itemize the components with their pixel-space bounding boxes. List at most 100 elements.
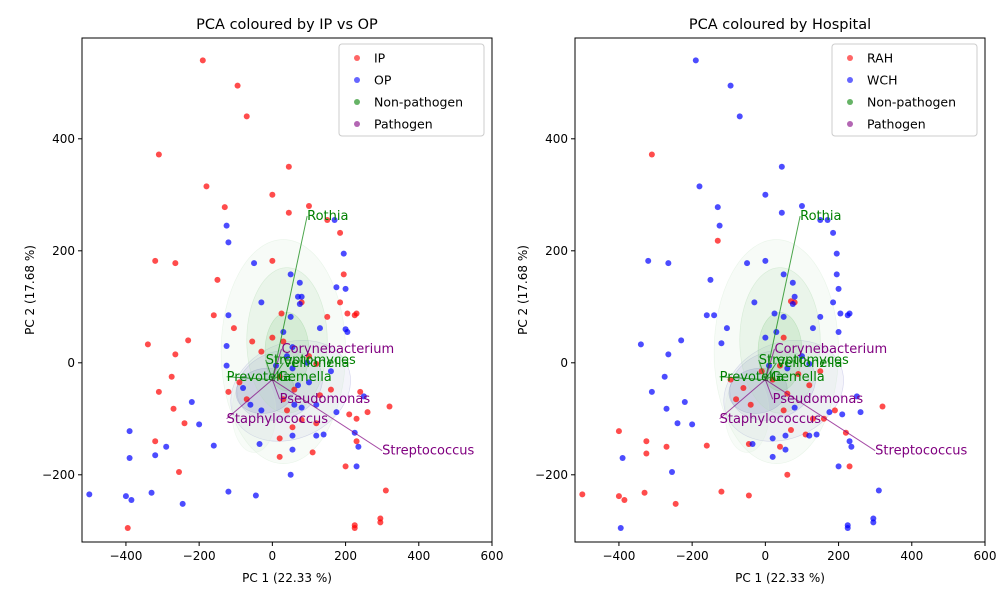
data-point-op xyxy=(289,446,296,453)
data-point-ip xyxy=(313,420,320,427)
y-axis-label: PC 2 (17.68 %) xyxy=(23,245,37,335)
data-point-rah xyxy=(641,489,648,496)
y-tick-label: 0 xyxy=(67,356,75,370)
data-point-ip xyxy=(316,392,323,399)
data-point-wch xyxy=(837,310,844,317)
plot-area: Rothia CorynebacteriumStreptomycesVeillon… xyxy=(86,57,475,531)
data-point-wch xyxy=(870,519,877,526)
data-point-wch xyxy=(707,276,714,283)
loading-arrow xyxy=(764,348,775,380)
data-point-ip xyxy=(382,487,389,494)
data-point-rah xyxy=(643,450,650,457)
data-point-rah xyxy=(780,407,787,414)
data-point-ip xyxy=(199,57,206,64)
data-point-ip xyxy=(284,407,290,414)
data-point-wch xyxy=(798,353,805,360)
x-tick-label: −400 xyxy=(109,549,142,563)
data-point-ip xyxy=(172,260,179,267)
data-point-op xyxy=(225,239,232,246)
data-point-ip xyxy=(313,360,320,367)
data-point-wch xyxy=(817,217,824,223)
data-point-ip xyxy=(351,525,358,531)
loading-label: Pseudomonas xyxy=(773,392,864,407)
loading-label: Staphylococcus xyxy=(720,412,822,427)
data-point-op xyxy=(258,407,265,414)
data-point-op xyxy=(210,442,217,449)
data-point-wch xyxy=(689,421,696,428)
data-point-wch xyxy=(809,325,816,332)
data-point-wch xyxy=(681,399,688,405)
data-point-rah xyxy=(831,407,838,414)
data-point-rah xyxy=(777,362,783,369)
loading-arrow xyxy=(271,215,308,380)
x-tick-label: −200 xyxy=(676,549,709,563)
data-point-rah xyxy=(579,491,586,498)
data-point-wch xyxy=(824,217,831,223)
y-tick-label: 200 xyxy=(545,244,568,258)
data-point-rah xyxy=(615,428,622,435)
data-point-wch xyxy=(718,340,725,347)
data-point-op xyxy=(294,382,301,389)
data-point-rah xyxy=(879,403,886,410)
data-point-rah xyxy=(780,334,787,341)
data-point-wch xyxy=(826,409,833,416)
data-point-wch xyxy=(806,432,813,439)
loading-label: Veillonella xyxy=(776,356,842,371)
legend-label: Pathogen xyxy=(867,117,926,132)
data-point-wch xyxy=(813,431,820,438)
loading-arrow xyxy=(758,359,766,380)
data-point-op xyxy=(333,284,340,291)
data-point-rah xyxy=(703,442,710,449)
data-point-rah xyxy=(714,237,721,244)
y-tick-label: 400 xyxy=(545,132,568,146)
y-tick-label: −200 xyxy=(535,468,568,482)
data-point-ip xyxy=(364,409,371,416)
x-tick-label: −200 xyxy=(183,549,216,563)
loading-arrow xyxy=(764,362,777,380)
legend-marker xyxy=(354,55,360,61)
data-point-op xyxy=(296,301,303,307)
data-point-wch xyxy=(762,191,769,198)
data-point-wch xyxy=(665,260,672,267)
data-point-op xyxy=(86,491,93,498)
data-point-rah xyxy=(809,415,816,422)
data-point-wch xyxy=(696,183,703,190)
data-point-rah xyxy=(820,415,827,422)
density-contour xyxy=(220,239,346,464)
data-point-op xyxy=(340,250,347,257)
loading-arrow xyxy=(719,376,766,381)
panel-2: Rothia CorynebacteriumStreptomycesVeillon… xyxy=(516,17,996,585)
data-point-wch xyxy=(791,293,798,300)
x-tick-label: 400 xyxy=(900,549,923,563)
data-point-ip xyxy=(170,405,177,412)
data-point-ip xyxy=(214,276,221,283)
data-point-rah xyxy=(615,493,622,500)
data-point-op xyxy=(327,368,334,375)
data-point-rah xyxy=(663,443,670,450)
loading-label: Gemella xyxy=(771,370,825,385)
data-point-ip xyxy=(377,519,384,526)
data-point-ip xyxy=(276,373,283,380)
data-point-wch xyxy=(669,469,676,475)
data-point-op xyxy=(313,401,320,408)
data-point-op xyxy=(287,271,294,278)
data-point-op xyxy=(179,500,186,507)
data-point-wch xyxy=(778,209,785,216)
loading-arrow xyxy=(764,215,801,380)
data-point-op xyxy=(316,325,323,332)
data-point-wch xyxy=(835,329,842,335)
data-point-wch xyxy=(714,204,721,211)
data-point-wch xyxy=(848,443,855,450)
data-point-wch xyxy=(762,334,769,341)
data-point-op xyxy=(223,343,230,349)
data-point-wch xyxy=(846,438,853,445)
data-point-op xyxy=(313,432,320,439)
data-point-ip xyxy=(155,388,162,395)
data-point-wch xyxy=(844,525,851,531)
loading-label: Corynebacterium xyxy=(775,342,888,357)
data-point-op xyxy=(196,421,203,428)
data-point-op xyxy=(188,399,195,405)
x-tick-label: 0 xyxy=(269,549,277,563)
data-point-wch xyxy=(830,229,837,236)
axes-frame xyxy=(574,37,986,543)
